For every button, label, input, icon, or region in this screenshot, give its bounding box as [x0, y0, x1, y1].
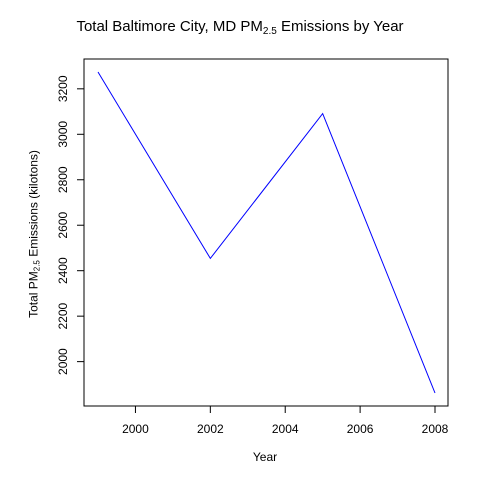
y-tick-label: 2000	[56, 348, 70, 375]
series-line	[97, 71, 436, 394]
x-tick-label: 2002	[197, 422, 224, 436]
x-axis-label: Year	[252, 450, 278, 464]
y-tick-label: 2400	[56, 257, 70, 284]
x-tick-label: 2004	[272, 422, 299, 436]
chart-title: Total Baltimore City, MD PM2.5 Emissions…	[76, 18, 404, 37]
x-tick-label: 2008	[422, 422, 449, 436]
y-tick-label: 2800	[56, 166, 70, 193]
y-tick-label: 3200	[56, 75, 70, 102]
y-tick-label: 3000	[56, 121, 70, 148]
y-axis-label: Total PM2.5 Emissions (kilotons)	[26, 150, 42, 318]
plot-frame	[83, 58, 449, 407]
y-tick-label: 2600	[56, 212, 70, 239]
x-axis: 2000 2002 2004 2006 2008	[122, 405, 449, 436]
x-tick-label: 2006	[347, 422, 374, 436]
y-axis: 2000 2200 2400 2600 2800 3000 3200	[56, 75, 85, 375]
x-tick-label: 2000	[122, 422, 149, 436]
y-tick-label: 2200	[56, 302, 70, 329]
